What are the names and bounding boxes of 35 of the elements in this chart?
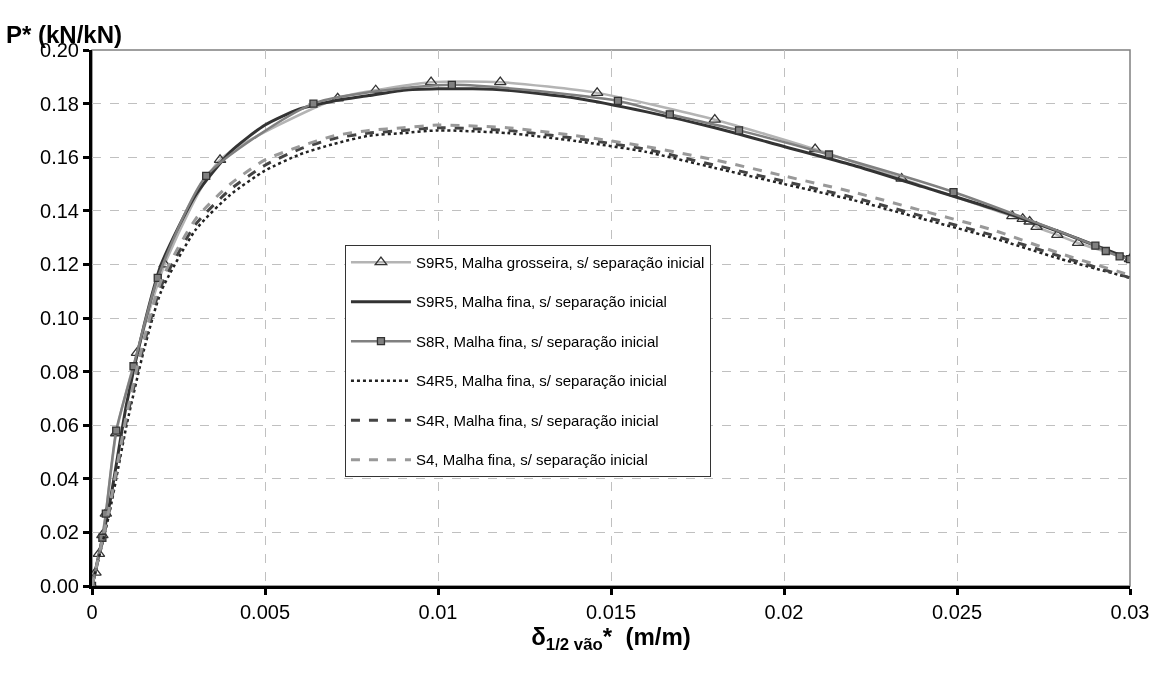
- y-tick-label: 0.00: [40, 575, 79, 597]
- point: [309, 99, 318, 108]
- x-tick-label: 0.03: [1110, 601, 1150, 623]
- point: [824, 150, 834, 159]
- y-tick-label: 0.12: [40, 253, 79, 276]
- point: [1091, 241, 1100, 250]
- legend-label: S4R5, Malha fina, s/ separação inicial: [415, 372, 667, 390]
- x-tick-label: 0.025: [931, 601, 983, 623]
- legend-label: S9R5, Malha fina, s/ separação inicial: [415, 293, 667, 311]
- y-tick-label: 0.10: [40, 307, 79, 329]
- point: [949, 187, 958, 197]
- legend-label: S8R, Malha fina, s/ separação inicial: [415, 332, 659, 350]
- point: [1115, 252, 1124, 261]
- point: [734, 126, 744, 135]
- y-tick-label: 0.14: [40, 199, 79, 222]
- x-tick-label: 0.02: [764, 601, 804, 623]
- point: [447, 80, 456, 89]
- legend-label: S9R5, Malha grosseira, s/ separação inicial: [415, 253, 705, 271]
- y-tick-label: 0.08: [40, 360, 79, 383]
- point: [1101, 246, 1110, 256]
- x-tick-label: 0: [86, 601, 98, 623]
- point: [665, 110, 674, 119]
- y-tick-label: 0.06: [40, 414, 79, 437]
- y-tick-label: 0.04: [40, 467, 79, 490]
- legend-label: S4R, Malha fina, s/ separação inicial: [415, 411, 659, 429]
- y-tick-label: 0.18: [40, 92, 79, 115]
- y-tick-label: 0.02: [40, 521, 79, 544]
- x-tick-label: 0.005: [239, 601, 291, 623]
- point: [202, 171, 211, 181]
- legend-label: S4, Malha fina, s/ separação inicial: [415, 451, 648, 469]
- point: [613, 96, 623, 106]
- x-tick-label: 0.015: [585, 601, 637, 623]
- x-axis-title: δ$_{1/2 vão}$* (m/m): [531, 623, 691, 655]
- y-tick-label: 0.16: [40, 146, 79, 169]
- x-tick-label: 0.01: [418, 601, 458, 623]
